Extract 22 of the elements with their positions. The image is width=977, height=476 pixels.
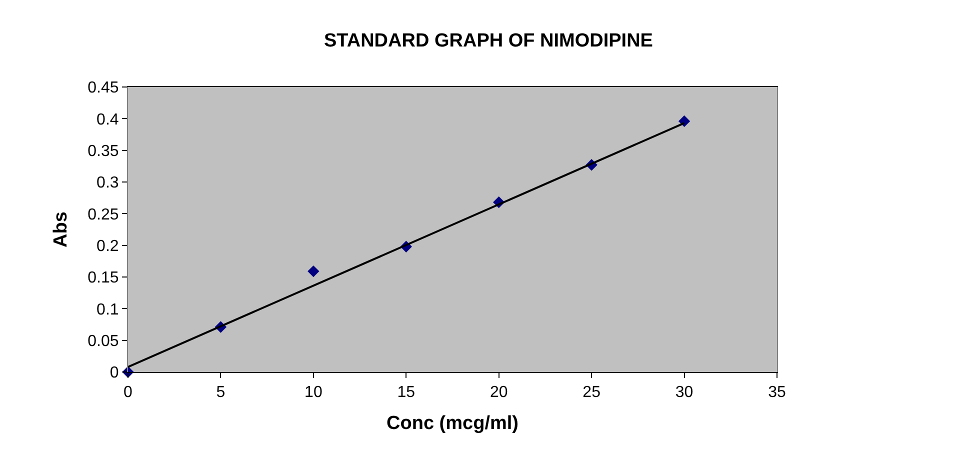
y-tick-label: 0: [110, 364, 119, 382]
y-tick-label: 0.35: [88, 142, 119, 160]
chart-title: STANDARD GRAPH OF NIMODIPINE: [324, 30, 653, 52]
y-tick-label: 0.05: [88, 332, 119, 350]
x-tick-label: 35: [768, 384, 786, 402]
y-tick-label: 0.45: [88, 80, 119, 97]
y-tick-label: 0.2: [96, 238, 119, 255]
x-tick-label: 30: [675, 384, 694, 402]
y-tick-label: 0.15: [88, 270, 119, 287]
x-tick-label: 25: [582, 384, 601, 402]
y-tick-label: 0.4: [96, 111, 119, 128]
x-tick-label: 5: [216, 384, 226, 402]
y-tick-label: 0.25: [88, 206, 119, 224]
x-tick-label: 15: [397, 384, 416, 402]
x-axis-title: Conc (mcg/ml): [386, 413, 518, 434]
y-tick-label: 0.3: [96, 174, 119, 192]
x-tick-label: 0: [124, 384, 133, 402]
y-tick-label: 0.1: [96, 301, 119, 318]
x-tick-label: 10: [304, 384, 322, 402]
y-axis-title: Abs: [50, 212, 72, 248]
point: [308, 265, 320, 278]
x-tick-label: 20: [490, 384, 508, 402]
